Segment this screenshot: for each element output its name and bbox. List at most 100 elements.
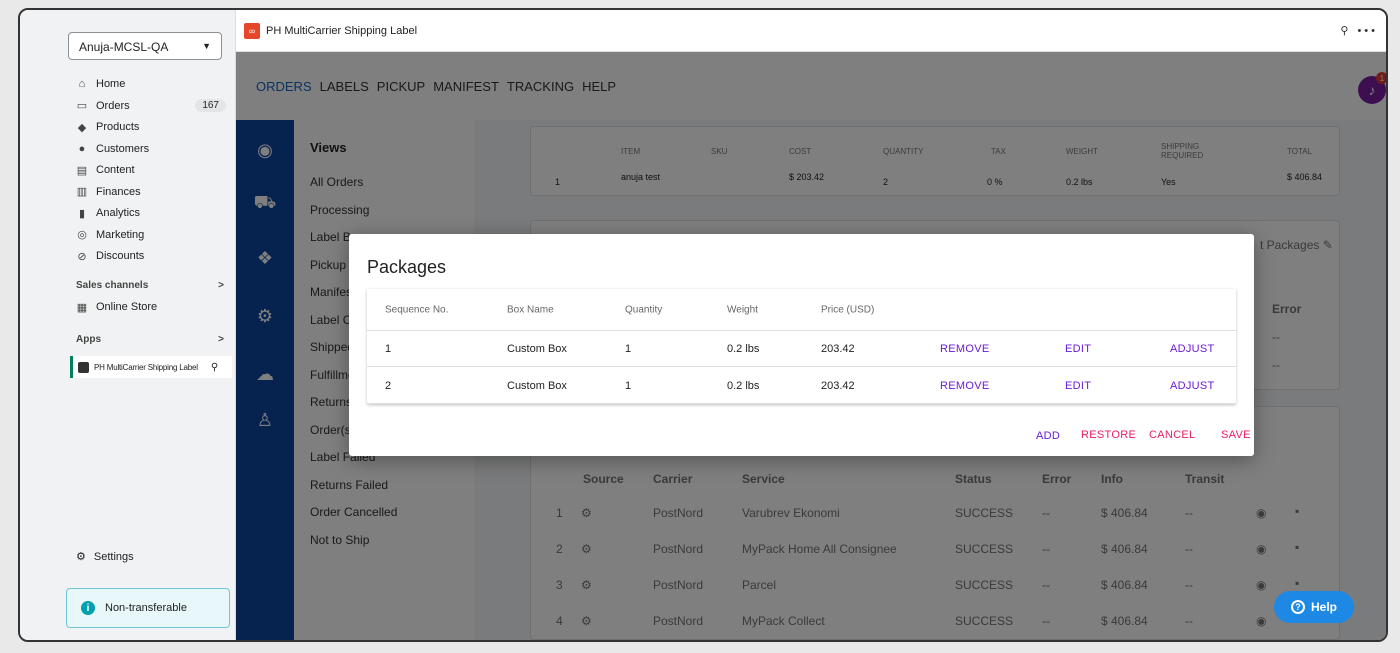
sidebar-item-label: Discounts: [96, 250, 145, 262]
orders-icon: ▭: [76, 100, 88, 112]
source-gear-icon: ⚙: [581, 614, 592, 628]
sidebar-item-content[interactable]: ▤ Content: [76, 160, 226, 180]
package-weight: 0.2 lbs: [727, 379, 760, 392]
store-selector[interactable]: Anuja-MCSL-QA ▼: [68, 32, 222, 60]
restore-button[interactable]: RESTORE: [1081, 429, 1137, 441]
sidebar-item-discounts[interactable]: ⊘ Discounts: [76, 246, 226, 266]
pin-icon[interactable]: ⚲: [1340, 25, 1358, 37]
chevron-down-icon: ▼: [202, 41, 211, 51]
edit-button[interactable]: EDIT: [1065, 342, 1092, 355]
view-rate-eye-icon[interactable]: ◉: [1256, 542, 1267, 556]
source-gear-icon: ⚙: [581, 506, 592, 520]
error-header: Error: [1272, 302, 1302, 316]
sidebar-item-label: Content: [96, 164, 135, 176]
package-price: 203.42: [821, 342, 855, 355]
add-button[interactable]: ADD: [1036, 430, 1061, 442]
package-price: 203.42: [821, 379, 855, 392]
select-rate-icon[interactable]: ▪: [1295, 576, 1300, 590]
sidebar-item-online-store[interactable]: ▦ Online Store: [76, 297, 226, 317]
chevron-right-icon: >: [218, 334, 224, 345]
help-label: Help: [1310, 600, 1337, 614]
package-quantity: 1: [625, 379, 632, 392]
rates-col-source: Source: [583, 472, 624, 486]
question-icon: ?: [1290, 600, 1305, 614]
sidebar-item-customers[interactable]: ● Customers: [76, 139, 226, 159]
shopify-sidebar: Anuja-MCSL-QA ▼ ⌂ Home ▭ Orders 167 ◆ Products…: [20, 10, 236, 640]
sidebar-item-label: Finances: [96, 185, 141, 198]
rates-col-status: Status: [955, 472, 992, 486]
sidebar-item-home[interactable]: ⌂ Home: [76, 74, 226, 94]
col-weight: Weight: [727, 304, 758, 315]
sidebar-item-finances[interactable]: ▥ Finances: [76, 182, 226, 202]
sales-channels-header[interactable]: Sales channels >: [76, 280, 224, 291]
sidebar-item-shipping-app[interactable]: PH MultiCarrier Shipping Label ⚲: [70, 356, 232, 378]
sidebar-item-label: Analytics: [96, 207, 141, 219]
orders-count-badge: 167: [195, 99, 226, 112]
rate-info: $ 406.84: [1101, 542, 1148, 556]
package-quantity: 1: [625, 342, 632, 355]
non-transferable-banner[interactable]: i Non-transferable: [66, 588, 230, 628]
view-rate-eye-icon[interactable]: ◉: [1256, 614, 1267, 628]
package-weight: 0.2 lbs: [727, 342, 760, 355]
save-button[interactable]: SAVE: [1221, 429, 1251, 441]
rate-service: Varubrev Ekonomi: [742, 506, 840, 520]
rate-error: --: [1042, 614, 1050, 628]
sidebar-item-marketing[interactable]: ◎ Marketing: [76, 225, 226, 245]
rate-transit: --: [1185, 614, 1193, 628]
rate-carrier: PostNord: [653, 614, 704, 628]
adjust-button[interactable]: ADJUST: [1170, 342, 1215, 355]
apps-header[interactable]: Apps >: [76, 334, 224, 345]
person-icon: ●: [78, 142, 86, 155]
rate-carrier: PostNord: [653, 542, 704, 556]
rate-status: SUCCESS: [955, 506, 1014, 520]
sidebar-item-orders[interactable]: ▭ Orders 167: [76, 96, 226, 116]
rates-col-error: Error: [1042, 472, 1072, 486]
apps-label: Apps: [76, 334, 101, 345]
source-gear-icon: ⚙: [581, 578, 592, 592]
view-rate-eye-icon[interactable]: ◉: [1256, 578, 1267, 592]
rate-service: MyPack Home All Consignee: [742, 542, 897, 556]
remove-button[interactable]: REMOVE: [940, 342, 990, 355]
adjust-button[interactable]: ADJUST: [1170, 379, 1215, 392]
col-price: Price (USD): [821, 304, 875, 315]
packages-modal: Packages Sequence No. Box Name Quantity …: [349, 234, 1254, 456]
sidebar-item-analytics[interactable]: ▮ Analytics: [76, 203, 226, 223]
rate-error: --: [1042, 578, 1050, 592]
content-icon: ▤: [76, 164, 88, 177]
sidebar-item-label: Products: [96, 121, 140, 133]
rate-info: $ 406.84: [1101, 614, 1148, 628]
package-row: 2 Custom Box 1 0.2 lbs 203.42 REMOVE EDIT ADJUS…: [367, 368, 1236, 404]
select-rate-icon[interactable]: ▪: [1295, 540, 1300, 554]
pin-icon[interactable]: ⚲: [210, 361, 218, 373]
rate-service: Parcel: [742, 578, 777, 592]
select-rate-icon[interactable]: ▪: [1295, 504, 1300, 518]
rate-info: $ 406.84: [1101, 578, 1148, 592]
app-logo-icon: [78, 361, 89, 373]
help-button[interactable]: ? Help: [1274, 591, 1354, 623]
error-value: --: [1272, 330, 1280, 344]
rate-transit: --: [1185, 542, 1193, 556]
edit-packages-link[interactable]: t Packages ✎: [1260, 238, 1333, 252]
sidebar-item-settings[interactable]: ⚙ Settings: [76, 550, 134, 564]
sidebar-item-label: Home: [96, 78, 126, 90]
sales-channels-label: Sales channels: [76, 280, 149, 291]
edit-button[interactable]: EDIT: [1065, 379, 1092, 392]
sidebar-item-label: Customers: [96, 142, 150, 155]
package-sequence: 2: [385, 379, 392, 392]
rate-transit: --: [1185, 506, 1193, 520]
rate-service: MyPack Collect: [742, 614, 825, 628]
packages-table: Sequence No. Box Name Quantity Weight Pr…: [367, 289, 1236, 404]
rates-col-info: Info: [1101, 472, 1123, 486]
sidebar-item-products[interactable]: ◆ Products: [76, 117, 226, 137]
remove-button[interactable]: REMOVE: [940, 379, 990, 392]
bank-icon: ▥: [76, 186, 88, 198]
cancel-button[interactable]: CANCEL: [1149, 429, 1196, 441]
store-name: Anuja-MCSL-QA: [79, 40, 169, 54]
view-rate-eye-icon[interactable]: ◉: [1256, 506, 1267, 520]
chevron-right-icon: >: [218, 280, 224, 291]
settings-label: Settings: [93, 550, 134, 563]
error-value: --: [1272, 358, 1280, 372]
more-options-icon[interactable]: ⚲ •••: [1340, 24, 1378, 37]
rate-error: --: [1042, 506, 1050, 520]
app-title-bar: ∞ PH MultiCarrier Shipping Label ⚲ •••: [236, 10, 1386, 52]
